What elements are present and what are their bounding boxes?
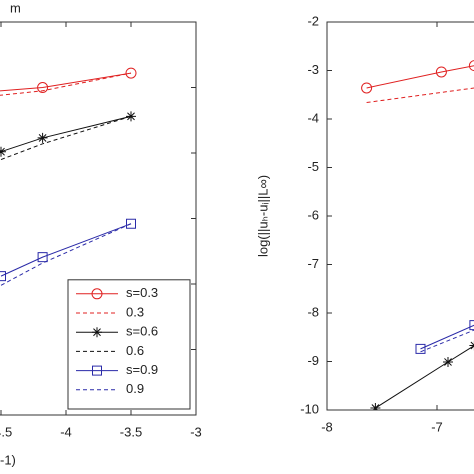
- plot-area: [361, 60, 474, 410]
- marker: [92, 327, 102, 338]
- x-tick-label: -8: [321, 419, 333, 434]
- marker: [37, 252, 48, 263]
- series-line: [0, 115, 132, 153]
- series-line: [420, 324, 474, 350]
- legend-label: 0.6: [126, 343, 144, 358]
- marker: [0, 271, 6, 282]
- y-tick-label: -4: [307, 110, 319, 125]
- marker: [37, 82, 49, 93]
- y-tick-label: -7: [307, 256, 319, 271]
- marker: [435, 66, 447, 78]
- chart-title: m: [10, 0, 21, 15]
- series-line: [375, 345, 474, 409]
- x-tick-label: -4.5: [0, 424, 12, 439]
- marker: [126, 111, 136, 122]
- y-tick-label: -6: [307, 207, 319, 222]
- marker: [91, 288, 103, 300]
- marker: [92, 365, 102, 376]
- axes-frame: [326, 21, 474, 411]
- series-line: [0, 223, 132, 286]
- marker: [37, 132, 48, 143]
- y-tick-label: -3: [307, 62, 319, 77]
- marker: [469, 340, 474, 351]
- x-axis-label: -1): [0, 452, 16, 467]
- x-tick-label: -7: [431, 419, 443, 434]
- x-tick-label: -4: [60, 424, 72, 439]
- series-line: [366, 65, 474, 89]
- series-line: [0, 72, 132, 96]
- marker: [415, 343, 426, 354]
- y-tick-label: -8: [307, 304, 319, 319]
- marker: [361, 82, 373, 94]
- marker: [0, 146, 6, 157]
- legend-label: s=0.6: [126, 324, 158, 339]
- legend-label: s=0.3: [126, 285, 158, 300]
- marker: [468, 60, 474, 72]
- y-axis-label: log(||uₕ-uᵢ||L∞): [255, 175, 270, 257]
- y-tick-label: -9: [307, 353, 319, 368]
- y-tick-label: -10: [300, 401, 319, 416]
- x-tick-label: -3.5: [120, 424, 142, 439]
- marker: [443, 356, 453, 367]
- y-tick-label: -5: [307, 159, 319, 174]
- series-line: [0, 72, 132, 92]
- series-line: [420, 329, 474, 353]
- marker: [370, 403, 381, 410]
- y-tick-label: -2: [307, 13, 319, 28]
- legend-box: [67, 279, 191, 410]
- legend-label: 0.3: [126, 304, 144, 319]
- marker: [125, 67, 137, 79]
- series-line: [0, 223, 132, 277]
- series-line: [366, 87, 474, 104]
- legend-label: s=0.9: [126, 362, 158, 377]
- series-line: [0, 115, 132, 161]
- x-tick-label: -3: [190, 424, 202, 439]
- plot-area: [0, 67, 137, 286]
- legend-label: 0.9: [126, 381, 144, 396]
- marker: [469, 320, 474, 331]
- marker: [126, 218, 136, 229]
